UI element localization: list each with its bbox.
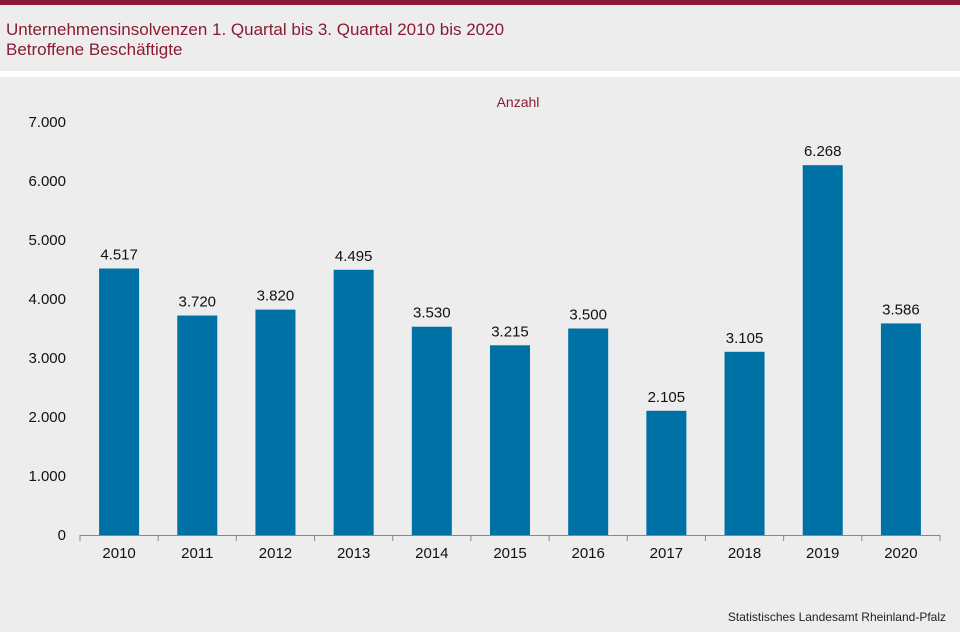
- bars-group: [99, 165, 921, 536]
- y-tick-label-1000: 1.000: [28, 468, 66, 485]
- y-axis-label: Anzahl: [497, 94, 540, 110]
- header-divider: [0, 71, 960, 77]
- bar-2014: [411, 326, 452, 535]
- data-label-2011: 3.720: [178, 294, 216, 311]
- x-tick-label-2020: 2020: [884, 545, 917, 562]
- x-tick-label-2017: 2017: [650, 545, 683, 562]
- x-tick-labels-group: 2010 2011 2012 2013 2014 2015 2016 2017 2018 2019…: [102, 545, 917, 562]
- data-label-2017: 2.105: [648, 389, 686, 406]
- data-label-2013: 4.495: [335, 248, 373, 265]
- bar-2013: [333, 269, 374, 535]
- y-tick-labels-group: 0 1.000 2.000 3.000 4.000 5.000 6.000 7.000: [28, 114, 66, 544]
- bar-2011: [177, 315, 218, 535]
- y-tick-label-2000: 2.000: [28, 409, 66, 426]
- data-label-2020: 3.586: [882, 301, 920, 318]
- x-tick-label-2012: 2012: [259, 545, 292, 562]
- data-label-2016: 3.500: [569, 307, 607, 324]
- x-tick-label-2016: 2016: [571, 545, 604, 562]
- bar-2015: [490, 345, 530, 535]
- x-tick-label-2019: 2019: [806, 545, 839, 562]
- y-tick-label-0: 0: [58, 527, 66, 544]
- bar-2019: [802, 165, 843, 536]
- x-tick-label-2015: 2015: [493, 545, 526, 562]
- data-labels-group: 4.517 3.720 3.820 4.495 3.530 3.215 3.500 2.105…: [100, 143, 919, 406]
- bar-2016: [568, 328, 609, 535]
- bar-2018: [724, 351, 765, 535]
- y-tick-label-3000: 3.000: [28, 350, 66, 367]
- data-label-2012: 3.820: [257, 288, 295, 305]
- axes-group: [79, 535, 941, 541]
- y-tick-label-5000: 5.000: [28, 232, 66, 249]
- data-label-2010: 4.517: [100, 246, 138, 263]
- chart-header: Unternehmensinsolvenzen 1. Quartal bis 3…: [6, 20, 504, 60]
- y-tick-label-7000: 7.000: [28, 114, 66, 131]
- x-tick-label-2010: 2010: [102, 545, 135, 562]
- data-label-2018: 3.105: [726, 330, 764, 347]
- bar-2017: [646, 410, 687, 535]
- x-tick-label-2013: 2013: [337, 545, 370, 562]
- x-tick-label-2011: 2011: [181, 545, 213, 562]
- bar-2010: [99, 268, 140, 535]
- x-tick-label-2018: 2018: [728, 545, 761, 562]
- data-label-2019: 6.268: [804, 143, 842, 160]
- bar-2012: [255, 309, 296, 535]
- x-tick-label-2014: 2014: [415, 545, 448, 562]
- data-label-2014: 3.530: [413, 305, 451, 322]
- source-note: Statistisches Landesamt Rheinland-Pfalz: [727, 610, 946, 624]
- data-label-2015: 3.215: [491, 323, 529, 340]
- top-accent-rule: [0, 0, 960, 5]
- bar-2020: [880, 323, 921, 535]
- chart-title: Unternehmensinsolvenzen 1. Quartal bis 3…: [6, 20, 505, 39]
- chart-subtitle: Betroffene Beschäftigte: [6, 40, 183, 59]
- y-tick-label-6000: 6.000: [28, 173, 66, 190]
- y-tick-label-4000: 4.000: [28, 291, 66, 308]
